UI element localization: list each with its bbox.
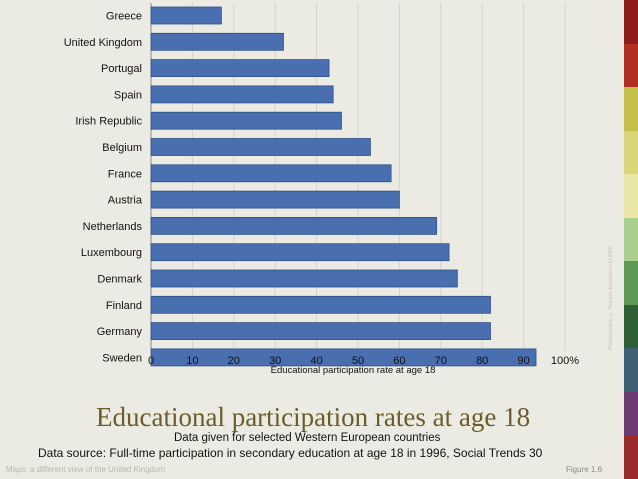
color-stripe (624, 0, 638, 45)
color-stripes (624, 0, 638, 479)
bar (150, 138, 371, 156)
data-source: Data source: Full-time participation in … (38, 446, 543, 460)
category-label: Luxembourg (81, 247, 142, 259)
color-stripe (624, 217, 638, 262)
bar (150, 190, 400, 209)
category-label: Denmark (97, 274, 142, 286)
copyright-side-text: Photocopiable © Pearson Education Ltd 20… (608, 246, 614, 350)
color-stripe (624, 391, 638, 436)
bar (150, 348, 537, 367)
figure-number: Figure 1.6 (566, 465, 603, 474)
category-label: Greece (106, 11, 142, 23)
bar-chart: Greece United Kingdom Portugal Spain Irish R… (64, 3, 579, 376)
category-label: United Kingdom (64, 37, 142, 49)
x-tick-label: 0 (148, 355, 154, 367)
bar (150, 269, 458, 288)
bar (150, 32, 284, 51)
color-stripe (624, 435, 638, 479)
category-label: Sweden (102, 352, 142, 364)
category-label: Austria (108, 195, 143, 207)
x-tick-label: 90 (517, 355, 529, 367)
color-stripe (624, 130, 638, 175)
x-tick-label: 70 (435, 355, 447, 367)
category-label: France (108, 168, 142, 180)
color-stripe (624, 304, 638, 349)
bar (150, 59, 330, 77)
x-tick-label: 50 (352, 355, 364, 367)
x-tick-label: 30 (269, 355, 281, 367)
category-label: Irish Republic (75, 116, 142, 128)
x-tick-labels: 0 10 20 30 40 50 60 70 80 90 100% (148, 355, 579, 367)
category-label: Spain (114, 89, 142, 101)
bar (150, 85, 334, 104)
bar (150, 164, 392, 183)
x-tick-label: 20 (228, 355, 240, 367)
bar (150, 6, 222, 25)
color-stripe (624, 87, 638, 132)
category-label: Portugal (101, 63, 142, 75)
category-label: Netherlands (83, 221, 143, 233)
bar (150, 295, 491, 314)
bar (150, 243, 450, 262)
color-stripe (624, 348, 638, 393)
x-tick-label: 80 (476, 355, 488, 367)
x-tick-label: 40 (310, 355, 322, 367)
category-label: Finland (106, 300, 142, 312)
x-tick-label: 60 (393, 355, 405, 367)
bar (150, 216, 438, 235)
bars (150, 6, 537, 367)
bar (150, 111, 342, 130)
category-label: Germany (97, 326, 143, 338)
category-label: Belgium (102, 142, 142, 154)
slide-title: Educational participation rates at age 1… (96, 402, 531, 432)
color-stripe (624, 261, 638, 306)
x-axis-label: Educational participation rate at age 18 (271, 365, 436, 376)
color-stripe (624, 43, 638, 88)
footer-left: Maps: a different view of the United Kin… (6, 465, 166, 474)
x-tick-label: 10 (186, 355, 198, 367)
category-labels: Greece United Kingdom Portugal Spain Irish R… (64, 11, 143, 365)
slide-subtitle: Data given for selected Western European… (174, 432, 441, 444)
x-tick-label: 100% (551, 355, 579, 367)
color-stripe (624, 174, 638, 219)
bar (150, 322, 491, 341)
